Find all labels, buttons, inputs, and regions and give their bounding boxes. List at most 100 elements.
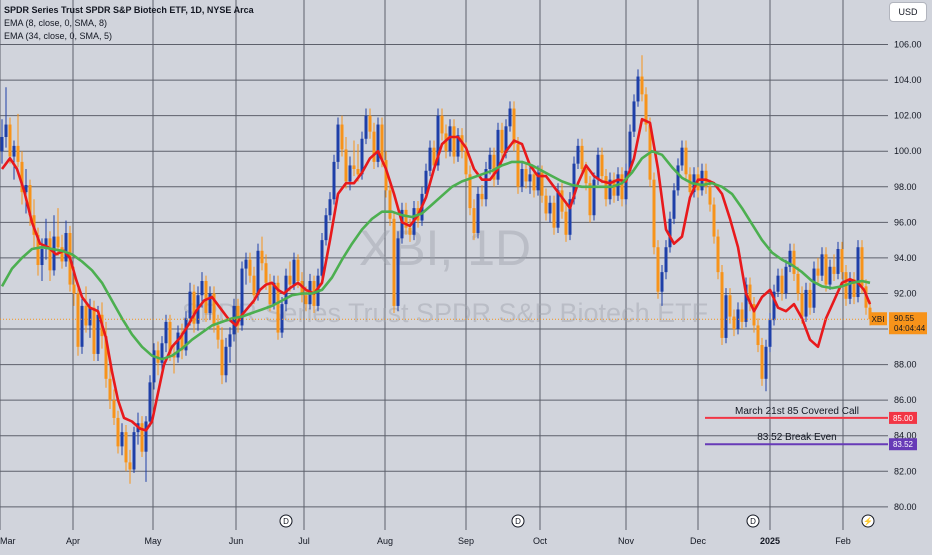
candle-body — [128, 462, 132, 470]
candle-body — [184, 318, 188, 351]
candle-body — [244, 259, 248, 269]
candle-body — [212, 293, 216, 326]
event-marker — [861, 514, 875, 528]
candle-body — [224, 346, 228, 376]
candle-body — [804, 289, 808, 317]
time-tick-label: Aug — [377, 536, 393, 546]
annotation-price-text: 83.52 — [893, 440, 914, 449]
time-tick-label: Feb — [835, 536, 851, 546]
candle-body — [16, 145, 20, 162]
candle-body — [408, 227, 412, 235]
candle-body — [600, 154, 604, 177]
candle-body — [116, 417, 120, 447]
candle-body — [840, 249, 844, 273]
candle-body — [552, 202, 556, 228]
candle-body — [204, 281, 208, 314]
candle-body — [300, 281, 304, 296]
candle-body — [148, 382, 152, 422]
candle-body — [560, 190, 564, 212]
candle-body — [236, 305, 240, 326]
candle-body — [676, 165, 680, 191]
candle-body — [296, 259, 300, 282]
candle-body — [24, 185, 28, 193]
candle-body — [436, 115, 440, 166]
candle-body — [0, 136, 4, 152]
candle-body — [232, 305, 236, 335]
legend-ema-fast[interactable]: EMA (8, close, 0, SMA, 8) — [4, 18, 108, 28]
chart-legend: SPDR Series Trust SPDR S&P Biotech ETF, … — [4, 4, 254, 43]
candle-body — [636, 76, 640, 102]
candle-body — [120, 432, 124, 447]
candle-body — [664, 247, 668, 273]
candle-body — [432, 147, 436, 166]
ema-slow-line — [0, 149, 871, 361]
candle-body — [392, 218, 396, 306]
candle-body — [80, 305, 84, 347]
candle-body — [744, 284, 748, 322]
candle-body — [228, 334, 232, 347]
time-tick-label: Jun — [229, 536, 244, 546]
candle-body — [668, 218, 672, 248]
candle-body — [580, 145, 584, 169]
candle-body — [848, 279, 852, 299]
time-tick-label: Nov — [618, 536, 635, 546]
candle-body — [852, 279, 856, 298]
candle-body — [248, 259, 252, 276]
grid-layer — [0, 0, 888, 530]
event-marker-label: D — [750, 517, 756, 526]
candle-body — [368, 115, 372, 132]
candle-body — [356, 169, 360, 175]
candle-body — [520, 169, 524, 187]
time-tick-label: Oct — [533, 536, 548, 546]
candle-body — [548, 202, 552, 214]
candle-body — [480, 193, 484, 200]
candle-body — [476, 193, 480, 234]
candle-body — [684, 147, 688, 175]
candle-body — [404, 209, 408, 228]
candle-body — [540, 172, 544, 196]
time-tick-label: Apr — [66, 536, 80, 546]
candle-body — [188, 291, 192, 319]
event-marker — [511, 514, 525, 528]
candle-body — [484, 169, 488, 200]
candle-body — [624, 170, 628, 200]
candle-body — [440, 115, 444, 134]
candle-body — [724, 295, 728, 338]
candle-body — [452, 126, 456, 157]
legend-ema-slow[interactable]: EMA (34, close, 0, SMA, 5) — [4, 31, 113, 41]
candle-body — [524, 169, 528, 182]
candle-body — [500, 129, 504, 153]
candle-body — [556, 190, 560, 228]
price-tick-label: 84.00 — [894, 431, 917, 441]
candle-body — [336, 124, 340, 162]
candle-body — [588, 183, 592, 216]
candle-body — [488, 154, 492, 169]
price-axis[interactable]: 80.0082.0084.0086.0088.0090.0092.0094.00… — [888, 0, 932, 550]
candle-body — [824, 254, 828, 285]
candle-body — [192, 291, 196, 324]
candle-body — [728, 295, 732, 317]
candle-body — [92, 307, 96, 354]
price-axis-background — [888, 0, 932, 550]
annotation-price-badge — [889, 411, 917, 424]
candle-body — [320, 240, 324, 276]
candle-body — [620, 174, 624, 200]
candle-body — [112, 400, 116, 418]
event-marker — [279, 514, 293, 528]
candle-body — [656, 247, 660, 292]
candle-body — [712, 204, 716, 237]
candle-body — [380, 124, 384, 161]
candle-body — [780, 275, 784, 294]
candle-body — [344, 149, 348, 182]
candle-body — [544, 195, 548, 214]
time-axis[interactable]: Mar Apr May Jun Jul Aug Sep Oct Nov Dec 2025 Feb — [0, 530, 932, 550]
time-tick-label: Sep — [458, 536, 474, 546]
candle-body — [784, 266, 788, 294]
last-price-text: 90.55 — [894, 314, 915, 323]
candle-body — [84, 305, 88, 326]
candle-body — [60, 247, 64, 262]
currency-button[interactable]: USD — [889, 2, 927, 22]
